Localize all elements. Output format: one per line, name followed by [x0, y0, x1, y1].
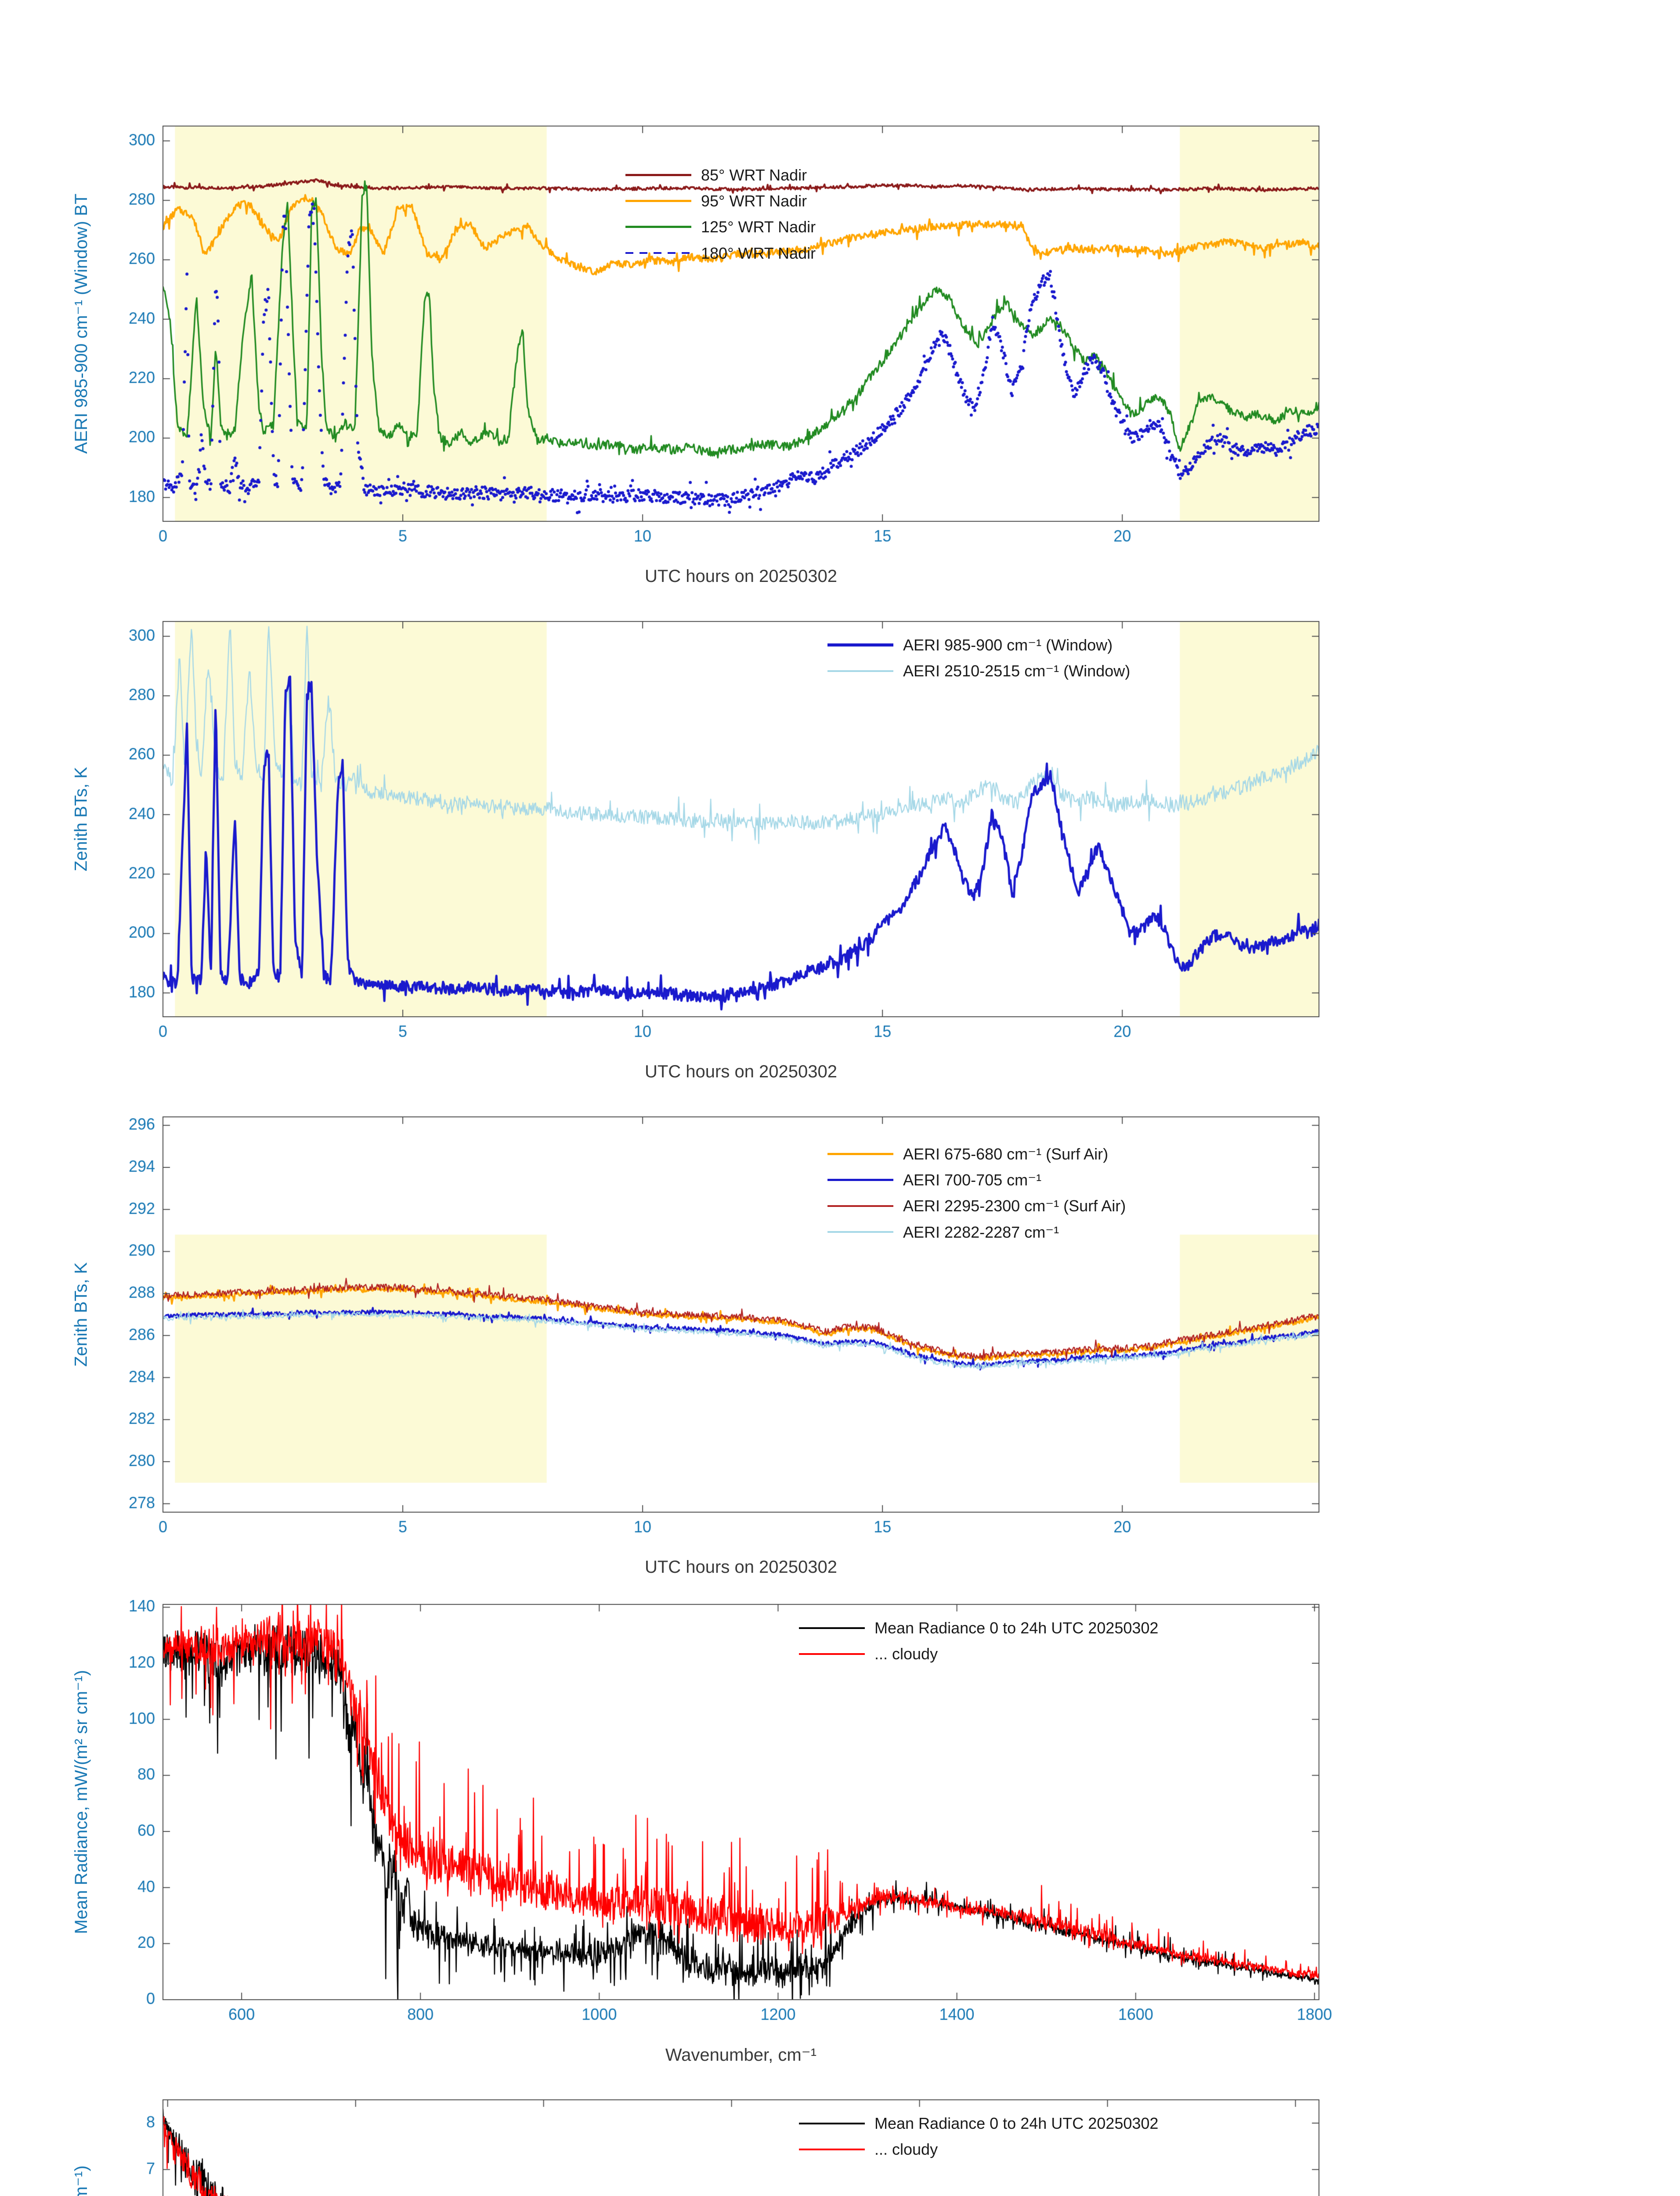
legend-label: AERI 700-705 cm⁻¹	[903, 1171, 1042, 1189]
legend: Mean Radiance 0 to 24h UTC 20250302 ... …	[799, 2114, 1158, 2159]
figure-zenith-bt-window: Zenith BTs, K UTC hours on 20250302 AERI…	[0, 605, 1680, 1101]
legend: 85° WRT Nadir 95° WRT Nadir 125° WRT Nad…	[625, 166, 816, 263]
legend-entry: Mean Radiance 0 to 24h UTC 20250302	[799, 2114, 1158, 2133]
legend: AERI 675-680 cm⁻¹ (Surf Air) AERI 700-70…	[827, 1145, 1126, 1242]
legend-label: 95° WRT Nadir	[701, 192, 807, 210]
figure-mean-radiance-longwave: Mean Radiance, mW/(m² sr cm⁻¹) Wavenumbe…	[0, 1588, 1680, 2084]
legend-label: 180° WRT Nadir	[701, 244, 816, 262]
legend-entry: 180° WRT Nadir	[625, 244, 816, 263]
legend-swatch-cloudy	[799, 1653, 865, 1655]
figure-zenith-bt-co2: Zenith BTs, K UTC hours on 20250302 AERI…	[0, 1101, 1680, 1596]
legend-entry: Mean Radiance 0 to 24h UTC 20250302	[799, 1618, 1158, 1637]
x-axis-label: UTC hours on 20250302	[644, 1062, 838, 1081]
chart-canvas-radiance-lw	[0, 1588, 1680, 2084]
legend-swatch-700-705	[827, 1179, 893, 1181]
legend-swatch-985-900	[827, 643, 893, 647]
legend-entry: ... cloudy	[799, 2140, 1158, 2159]
legend-swatch-cloudy	[799, 2148, 865, 2150]
legend-label: AERI 2510-2515 cm⁻¹ (Window)	[903, 662, 1131, 680]
figure-mean-radiance-shortwave: Mean Radiance, mW/(m² sr cm⁻¹) Wavenumbe…	[0, 2084, 1680, 2196]
y-axis-label: Zenith BTs, K	[71, 1262, 91, 1367]
figure-aeri-window-bt-angles: AERI 985-900 cm⁻¹ (Window) BT UTC hours …	[0, 110, 1680, 605]
legend-swatch-mean-radiance	[799, 1627, 865, 1629]
legend-entry: AERI 2282-2287 cm⁻¹	[827, 1223, 1126, 1242]
legend-swatch-mean-radiance	[799, 2122, 865, 2124]
chart-canvas-zenith-window	[0, 605, 1680, 1101]
y-axis-label: AERI 985-900 cm⁻¹ (Window) BT	[72, 193, 91, 454]
y-axis-label: Mean Radiance, mW/(m² sr cm⁻¹)	[72, 1670, 91, 1934]
legend-label: AERI 2295-2300 cm⁻¹ (Surf Air)	[903, 1197, 1126, 1215]
chart-canvas-zenith-co2	[0, 1101, 1680, 1596]
legend-label: ... cloudy	[874, 1645, 938, 1663]
legend-swatch-125deg	[625, 226, 691, 228]
legend-label: Mean Radiance 0 to 24h UTC 20250302	[874, 1619, 1159, 1637]
x-axis-label: UTC hours on 20250302	[644, 567, 838, 586]
legend-label: 85° WRT Nadir	[701, 166, 807, 184]
legend-swatch-2295-2300	[827, 1205, 893, 1207]
y-axis-label: Zenith BTs, K	[71, 767, 91, 871]
legend-swatch-2282-2287	[827, 1231, 893, 1233]
legend-swatch-2510-2515	[827, 670, 893, 672]
legend-entry: 95° WRT Nadir	[625, 191, 816, 210]
legend: Mean Radiance 0 to 24h UTC 20250302 ... …	[799, 1618, 1158, 1663]
legend-entry: 125° WRT Nadir	[625, 217, 816, 236]
legend: AERI 985-900 cm⁻¹ (Window) AERI 2510-251…	[827, 636, 1130, 680]
legend-entry: 85° WRT Nadir	[625, 166, 816, 184]
legend-swatch-95deg	[625, 200, 691, 202]
legend-label: 125° WRT Nadir	[701, 218, 816, 236]
legend-entry: AERI 700-705 cm⁻¹	[827, 1170, 1126, 1189]
x-axis-label: UTC hours on 20250302	[644, 1557, 838, 1577]
legend-entry: AERI 2510-2515 cm⁻¹ (Window)	[827, 661, 1130, 680]
legend-label: AERI 675-680 cm⁻¹ (Surf Air)	[903, 1145, 1109, 1163]
chart-canvas-radiance-sw	[0, 2084, 1680, 2196]
legend-label: AERI 2282-2287 cm⁻¹	[903, 1223, 1059, 1241]
legend-entry: AERI 985-900 cm⁻¹ (Window)	[827, 636, 1130, 654]
legend-label: AERI 985-900 cm⁻¹ (Window)	[903, 636, 1113, 654]
legend-entry: AERI 2295-2300 cm⁻¹ (Surf Air)	[827, 1196, 1126, 1215]
legend-label: Mean Radiance 0 to 24h UTC 20250302	[874, 2114, 1159, 2132]
legend-swatch-675-680	[827, 1153, 893, 1156]
legend-label: ... cloudy	[874, 2140, 938, 2159]
legend-entry: ... cloudy	[799, 1644, 1158, 1663]
y-axis-label: Mean Radiance, mW/(m² sr cm⁻¹)	[71, 2165, 91, 2196]
legend-swatch-180deg	[625, 252, 691, 254]
chart-canvas-angles	[0, 110, 1680, 605]
legend-entry: AERI 675-680 cm⁻¹ (Surf Air)	[827, 1145, 1126, 1163]
legend-swatch-85deg	[625, 174, 691, 177]
x-axis-label: Wavenumber, cm⁻¹	[665, 2045, 817, 2065]
